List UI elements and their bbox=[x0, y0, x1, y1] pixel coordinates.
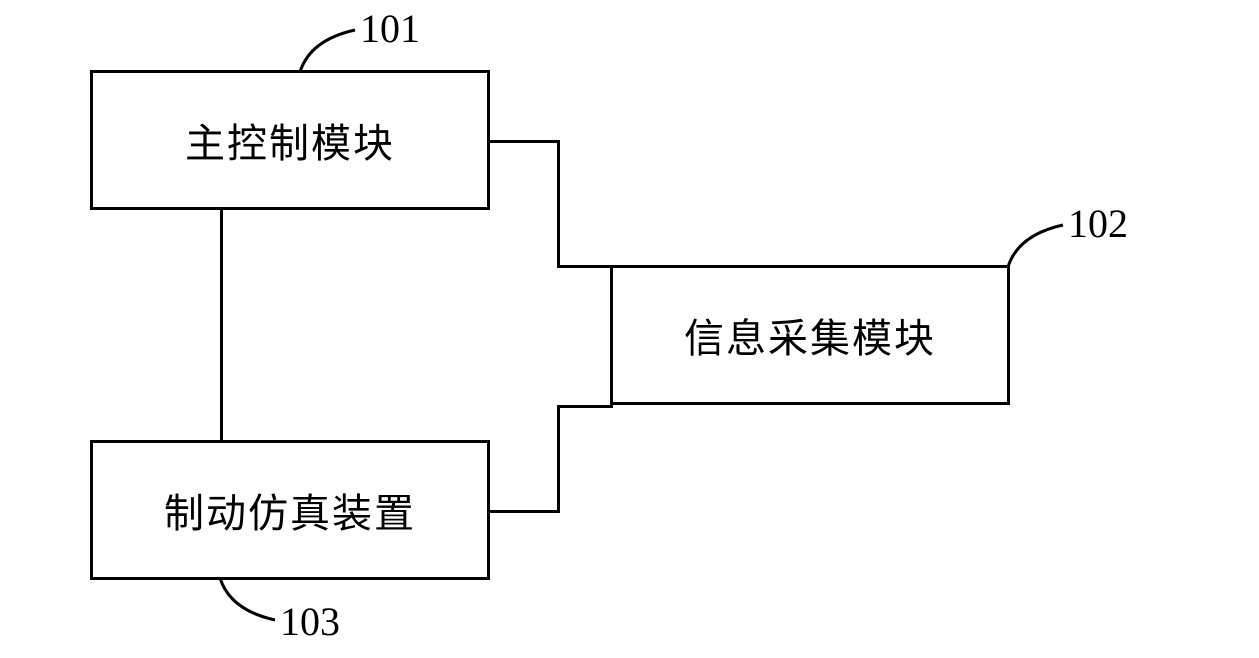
connector-bs-h2 bbox=[557, 405, 613, 408]
connector-mc-h2 bbox=[557, 265, 613, 268]
box-brake-sim: 制动仿真装置 bbox=[90, 440, 490, 580]
box-info-collect: 信息采集模块 bbox=[610, 265, 1010, 405]
connector-bs-v1 bbox=[557, 405, 560, 513]
connector-vertical-left bbox=[220, 210, 223, 440]
label-brake-sim: 制动仿真装置 bbox=[164, 481, 416, 539]
connector-mc-v1 bbox=[557, 140, 560, 268]
ref-101: 101 bbox=[360, 5, 420, 52]
ref-103: 103 bbox=[280, 598, 340, 645]
connector-bs-h1 bbox=[490, 510, 560, 513]
box-main-control: 主控制模块 bbox=[90, 70, 490, 210]
connector-mc-h1 bbox=[490, 140, 560, 143]
label-main-control: 主控制模块 bbox=[185, 111, 395, 169]
ref-102: 102 bbox=[1068, 200, 1128, 247]
label-info-collect: 信息采集模块 bbox=[684, 306, 936, 364]
